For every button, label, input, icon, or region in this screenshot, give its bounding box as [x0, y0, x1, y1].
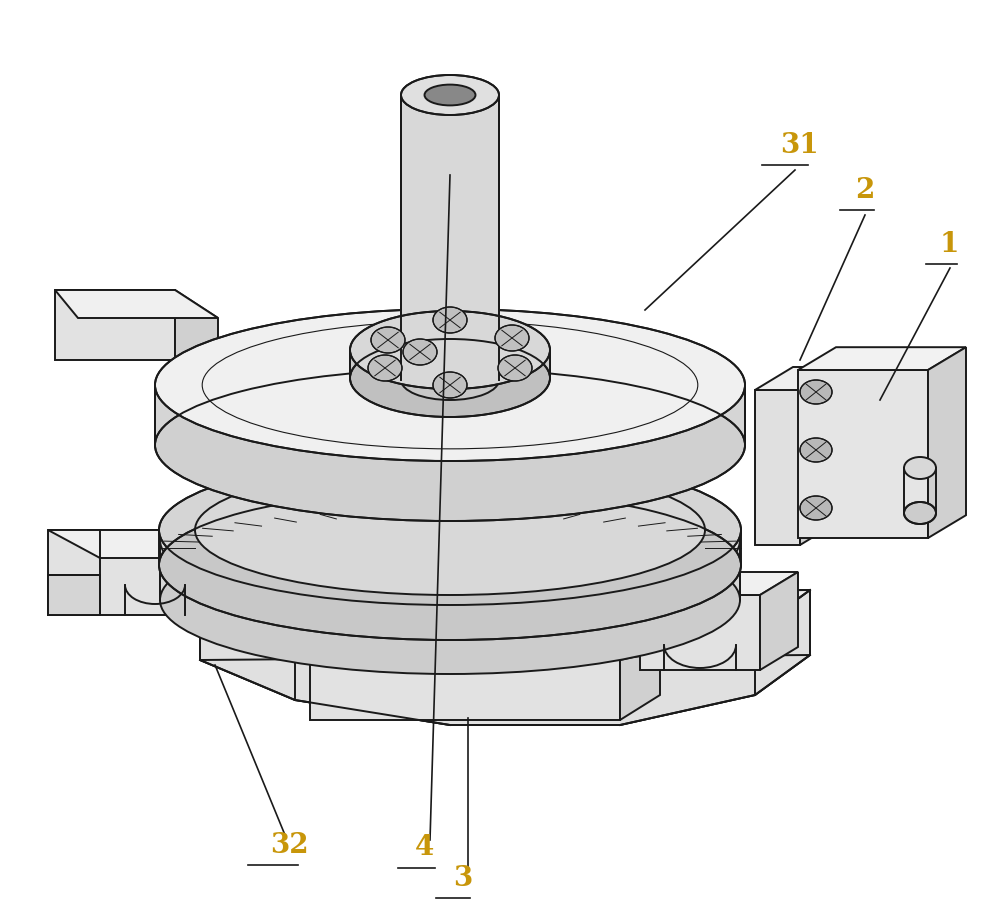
Polygon shape: [620, 620, 660, 720]
Polygon shape: [200, 590, 810, 660]
Polygon shape: [55, 290, 218, 318]
Ellipse shape: [350, 339, 550, 417]
Ellipse shape: [800, 438, 832, 462]
Polygon shape: [175, 290, 218, 388]
Ellipse shape: [159, 490, 741, 640]
Polygon shape: [48, 530, 248, 558]
Text: 32: 32: [270, 832, 309, 859]
Ellipse shape: [800, 496, 832, 520]
Polygon shape: [48, 575, 100, 615]
Polygon shape: [200, 590, 810, 725]
Ellipse shape: [401, 360, 499, 400]
Polygon shape: [928, 347, 966, 538]
Ellipse shape: [498, 355, 532, 381]
Ellipse shape: [371, 327, 405, 353]
Ellipse shape: [195, 465, 705, 595]
Ellipse shape: [160, 526, 740, 674]
Ellipse shape: [350, 311, 550, 389]
Text: 2: 2: [855, 177, 874, 204]
Polygon shape: [310, 645, 620, 720]
Polygon shape: [155, 385, 745, 445]
Ellipse shape: [425, 85, 475, 105]
Ellipse shape: [160, 466, 740, 614]
Ellipse shape: [403, 339, 437, 365]
Polygon shape: [800, 367, 838, 545]
Text: 3: 3: [453, 865, 472, 892]
Text: 31: 31: [780, 132, 819, 159]
Text: 1: 1: [940, 231, 959, 258]
Ellipse shape: [155, 309, 745, 461]
Polygon shape: [760, 572, 798, 670]
Ellipse shape: [368, 355, 402, 381]
Ellipse shape: [433, 307, 467, 333]
Ellipse shape: [904, 457, 936, 479]
Polygon shape: [401, 95, 499, 380]
Ellipse shape: [495, 325, 529, 351]
Polygon shape: [160, 540, 740, 600]
Polygon shape: [195, 530, 248, 643]
Polygon shape: [755, 367, 838, 390]
Polygon shape: [200, 590, 810, 725]
Ellipse shape: [800, 380, 832, 404]
Polygon shape: [55, 290, 175, 360]
Polygon shape: [755, 390, 800, 545]
Polygon shape: [640, 572, 798, 595]
Polygon shape: [350, 350, 550, 378]
Ellipse shape: [159, 455, 741, 605]
Ellipse shape: [401, 75, 499, 115]
Polygon shape: [640, 595, 760, 670]
Polygon shape: [48, 530, 195, 615]
Ellipse shape: [155, 369, 745, 521]
Polygon shape: [310, 620, 660, 645]
Polygon shape: [798, 370, 928, 538]
Ellipse shape: [433, 372, 467, 398]
Text: 4: 4: [415, 834, 434, 861]
Polygon shape: [798, 347, 966, 370]
Ellipse shape: [904, 502, 936, 524]
